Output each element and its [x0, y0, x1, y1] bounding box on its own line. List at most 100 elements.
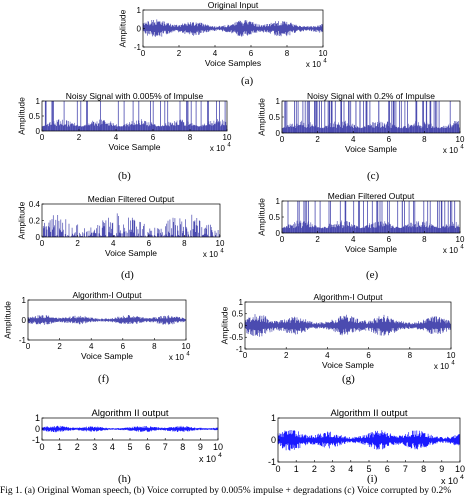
y-tick-label-e: 1	[276, 197, 281, 206]
y-tick-label-f: 0	[22, 316, 27, 325]
y-tick-label-e: 0	[276, 229, 281, 238]
x-tick-label-c: 2	[315, 135, 320, 144]
x-exponent-c: 4	[460, 145, 464, 151]
x-tick-label-i: 8	[421, 464, 426, 474]
y-tick-label-i: -1	[268, 457, 276, 467]
x-tick-label-h: 7	[163, 442, 168, 452]
x-tick-label-i: 10	[455, 464, 465, 474]
x-axis-label-g: Voice Sample	[322, 360, 374, 370]
x-tick-label-h: 9	[198, 442, 203, 452]
x-tick-label-b: 8	[188, 133, 193, 142]
chart-title-c: Noisy Signal with 0.2% of Impulse	[307, 91, 435, 101]
x-tick-label-a: 8	[285, 49, 290, 58]
x-tick-label-h: 1	[57, 442, 62, 452]
chart-title-h: Algorithm II output	[91, 408, 168, 419]
x-tick-label-g: 4	[325, 351, 330, 360]
subplot-label-b: (b)	[118, 170, 131, 182]
x-tick-label-f: 4	[89, 342, 94, 351]
y-axis-label-a: Amplitude	[117, 9, 127, 47]
x-tick-label-b: 2	[77, 133, 82, 142]
chart-title-g: Algorithm-I Output	[314, 292, 384, 302]
x-exponent-a: 4	[323, 59, 327, 65]
x-tick-label-i: 5	[366, 464, 371, 474]
x-tick-label-a: 2	[177, 49, 182, 58]
y-tick-label-a: -1	[134, 43, 142, 52]
x-axis-label-f: Voice Sample	[81, 351, 133, 361]
y-tick-label-f: -1	[19, 336, 27, 345]
y-tick-label-g: 1	[239, 298, 244, 307]
x-tick-label-i: 4	[348, 464, 353, 474]
x-multiplier-d: x 10	[203, 250, 219, 259]
x-tick-label-g: 0	[243, 351, 248, 360]
x-tick-label-h: 6	[145, 442, 150, 452]
x-exponent-e: 4	[460, 245, 464, 251]
x-tick-label-c: 10	[456, 135, 465, 144]
x-exponent-d: 4	[220, 249, 224, 255]
subplot-label-d: (d)	[121, 269, 134, 281]
subplot-label-a: (a)	[241, 75, 254, 87]
subplot-label-h: (h)	[118, 473, 131, 485]
x-tick-label-e: 6	[387, 235, 392, 244]
x-tick-label-c: 6	[387, 135, 392, 144]
x-tick-label-f: 10	[182, 342, 191, 351]
y-tick-label-a: 1	[137, 6, 142, 15]
x-exponent-b: 4	[227, 143, 231, 149]
x-multiplier-f: x 10	[169, 353, 185, 362]
x-tick-label-b: 6	[151, 133, 156, 142]
x-tick-label-d: 10	[216, 239, 225, 248]
y-tick-label-g: -1	[236, 345, 244, 354]
x-axis-label-a: Voice Samples	[205, 58, 261, 68]
y-axis-label-b: Amplitude	[16, 97, 26, 135]
x-tick-label-h: 10	[213, 442, 223, 452]
x-axis-label-b: Voice Sample	[109, 142, 161, 152]
y-axis-label-g: Amplitude	[219, 306, 229, 344]
x-tick-label-g: 2	[284, 351, 289, 360]
x-tick-label-e: 2	[315, 235, 320, 244]
y-tick-label-g: 0	[239, 321, 244, 330]
x-tick-label-i: 7	[403, 464, 408, 474]
x-tick-label-h: 3	[92, 442, 97, 452]
x-tick-label-i: 3	[330, 464, 335, 474]
x-exponent-g: 4	[451, 361, 455, 367]
x-tick-label-f: 8	[152, 342, 157, 351]
y-tick-label-i: 0	[271, 435, 276, 445]
y-axis-label-f: Amplitude	[2, 301, 12, 339]
x-tick-label-a: 10	[319, 49, 328, 58]
x-tick-label-c: 8	[422, 135, 427, 144]
subplot-label-g: (g)	[342, 373, 355, 385]
x-exponent-f: 4	[186, 352, 190, 358]
y-tick-label-c: 1	[276, 97, 281, 106]
x-tick-label-d: 0	[40, 239, 45, 248]
chart-title-i: Algorithm II output	[330, 408, 407, 419]
y-axis-label-d: Amplitude	[16, 201, 26, 239]
x-tick-label-i: 0	[275, 464, 280, 474]
chart-title-b: Noisy Signal with 0.005% of Impulse	[66, 91, 204, 101]
y-tick-label-d: 0	[36, 233, 41, 242]
x-tick-label-c: 4	[351, 135, 356, 144]
y-tick-label-c: 0.5	[269, 113, 281, 122]
y-tick-label-h: 1	[35, 413, 40, 423]
figure-caption: Fig 1. (a) Original Woman speech, (b) Vo…	[0, 486, 452, 496]
x-tick-label-i: 6	[385, 464, 390, 474]
x-tick-label-b: 4	[114, 133, 119, 142]
y-tick-label-i: 1	[271, 413, 276, 423]
x-tick-label-d: 4	[111, 239, 116, 248]
x-multiplier-h: x 10	[199, 454, 216, 464]
x-multiplier-a: x 10	[306, 60, 322, 69]
x-axis-label-d: Voice Sample	[105, 248, 157, 258]
x-tick-label-e: 4	[351, 235, 356, 244]
chart-title-d: Median Filtered Output	[88, 194, 175, 204]
x-tick-label-h: 8	[180, 442, 185, 452]
y-axis-label-e: Amplitude	[256, 198, 266, 236]
chart-title-a: Original Input	[208, 0, 259, 10]
x-tick-label-h: 2	[75, 442, 80, 452]
x-tick-label-h: 4	[110, 442, 115, 452]
y-tick-label-g: -0.5	[229, 333, 243, 342]
y-tick-label-a: 0	[137, 24, 142, 33]
